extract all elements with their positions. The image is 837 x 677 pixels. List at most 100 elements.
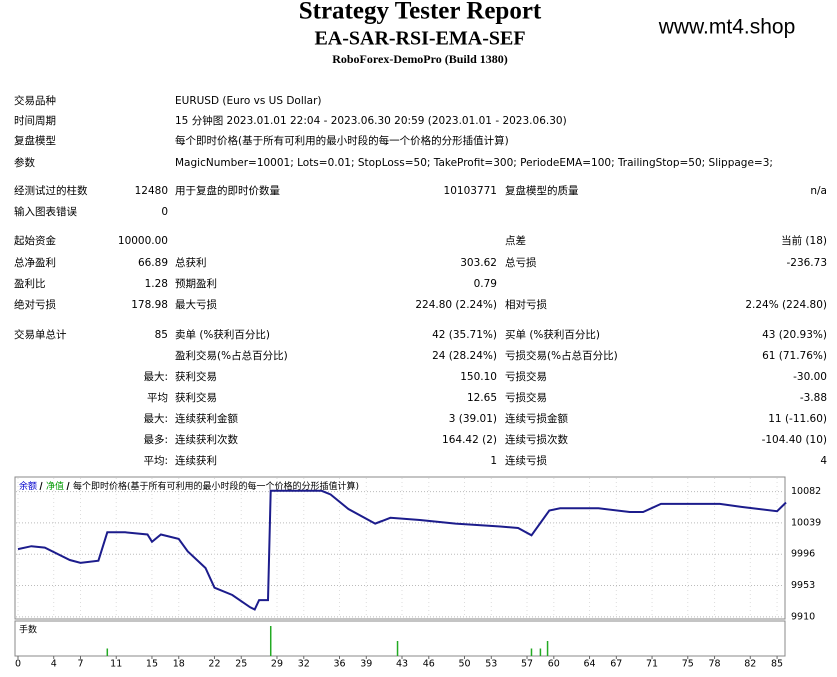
info-value: 每个即时价格(基于所有可利用的最小时段的每一个价格的分形插值计算): [175, 134, 509, 147]
stat-label: 卖单 (%获利百分比): [175, 328, 270, 341]
balance-line: [17, 489, 787, 611]
stat-label: 点差: [505, 234, 526, 247]
chart-pane: [14, 476, 786, 620]
x-tick-label: 11: [110, 659, 122, 670]
stat-value: 当前 (18): [781, 234, 827, 247]
stat-label: 起始资金: [14, 234, 56, 247]
x-tick-label: 82: [744, 659, 756, 670]
stat-label: 相对亏损: [505, 298, 547, 311]
x-tick-label: 22: [208, 659, 220, 670]
y-tick-label: 9953: [791, 580, 815, 591]
stat-value: 10000.00: [118, 235, 168, 247]
lots-pane: [14, 620, 786, 657]
stat-value: 224.80 (2.24%): [415, 299, 497, 311]
stat-label: 盈利交易(%占总百分比): [175, 349, 288, 362]
x-tick-label: 15: [146, 659, 158, 670]
x-tick-label: 53: [485, 659, 497, 670]
info-value: EURUSD (Euro vs US Dollar): [175, 95, 322, 107]
stat-value: 最大:: [143, 412, 168, 425]
x-tick-label: 64: [583, 659, 595, 670]
stat-value: -3.88: [800, 392, 827, 404]
stat-label: 盈利比: [14, 277, 46, 290]
stat-label: 复盘模型的质量: [505, 184, 579, 197]
x-tick-label: 46: [423, 659, 435, 670]
stat-value: 66.89: [138, 257, 168, 269]
stat-label: 连续获利: [175, 454, 217, 467]
stat-value: 0.79: [474, 278, 497, 290]
stat-value: 164.42 (2): [442, 434, 497, 446]
x-tick-label: 85: [771, 659, 783, 670]
stat-value: 178.98: [131, 299, 168, 311]
x-tick-label: 43: [396, 659, 408, 670]
stat-value: 11 (-11.60): [768, 413, 827, 425]
info-value: MagicNumber=10001; Lots=0.01; StopLoss=5…: [175, 157, 773, 169]
stat-label: 连续亏损金额: [505, 412, 568, 425]
stat-label: 输入图表错误: [14, 205, 77, 218]
x-tick-label: 39: [360, 659, 372, 670]
info-label: 参数: [14, 156, 35, 169]
stat-value: 43 (20.93%): [762, 329, 827, 341]
legend-item: 每个即时价格(基于所有可利用的最小时段的每一个价格的分形插值计算): [73, 480, 359, 492]
x-tick-label: 50: [458, 659, 470, 670]
stat-value: 1.28: [145, 278, 168, 290]
x-tick-label: 25: [235, 659, 247, 670]
legend-item: 净值: [46, 480, 64, 492]
x-tick-label: 75: [682, 659, 694, 670]
x-tick-label: 7: [77, 659, 83, 670]
stat-value: 最多:: [143, 433, 168, 446]
stat-label: 亏损交易: [505, 370, 547, 383]
stat-label: 绝对亏损: [14, 298, 56, 311]
y-tick-label: 9996: [791, 549, 815, 560]
stat-value: 平均: [147, 392, 168, 404]
stat-value: 平均:: [143, 455, 168, 467]
y-tick-label: 10039: [791, 517, 821, 528]
stat-value: 1: [490, 455, 497, 467]
legend-separator: [39, 481, 43, 491]
stat-label: 交易单总计: [14, 328, 67, 341]
x-tick-label: 36: [333, 659, 345, 670]
stat-label: 连续亏损次数: [505, 433, 568, 446]
info-value: 15 分钟图 2023.01.01 22:04 - 2023.06.30 20:…: [175, 114, 567, 127]
stat-label: 总获利: [175, 256, 207, 269]
legend-item: 余额: [19, 480, 37, 492]
stat-value: 150.10: [460, 371, 497, 383]
stat-label: 买单 (%获利百分比): [505, 328, 600, 341]
stat-label: 获利交易: [175, 370, 217, 383]
lots-label: 手数: [19, 624, 37, 636]
x-tick-label: 0: [15, 659, 21, 670]
stat-label: 连续亏损: [505, 454, 547, 467]
x-tick-label: 60: [548, 659, 560, 670]
stat-label: 总净盈利: [14, 256, 56, 269]
stat-value: -236.73: [786, 257, 827, 269]
stat-value: -104.40 (10): [762, 434, 827, 446]
x-tick-label: 32: [298, 659, 310, 670]
server: RoboForex-DemoPro (Build 1380): [332, 52, 508, 66]
x-tick-label: 4: [51, 659, 57, 670]
report-title: Strategy Tester Report: [299, 0, 542, 25]
stat-value: 4: [820, 455, 827, 467]
stat-value: 3 (39.01): [449, 413, 497, 425]
stat-label: 用于复盘的即时价数量: [175, 184, 280, 197]
stat-label: 总亏损: [505, 256, 537, 269]
stat-label: 连续获利金额: [175, 412, 238, 425]
stat-value: 最大:: [143, 370, 168, 383]
legend-separator: [66, 481, 70, 491]
info-label: 复盘模型: [14, 134, 56, 147]
stat-label: 亏损交易(%占总百分比): [505, 349, 618, 362]
stat-label: 亏损交易: [505, 391, 547, 404]
stat-value: 12.65: [467, 392, 497, 404]
watermark: www.mt4.shop: [658, 16, 796, 39]
stat-value: 0: [161, 206, 168, 218]
x-tick-label: 57: [521, 659, 533, 670]
info-label: 交易品种: [14, 94, 56, 107]
stat-value: 85: [155, 329, 168, 341]
stat-value: -30.00: [793, 371, 827, 383]
x-tick-label: 29: [271, 659, 283, 670]
stat-value: 2.24% (224.80): [745, 299, 827, 311]
x-tick-label: 67: [610, 659, 622, 670]
x-tick-label: 78: [709, 659, 721, 670]
stat-value: 42 (35.71%): [432, 329, 497, 341]
x-tick-label: 71: [646, 659, 658, 670]
stat-label: 连续获利次数: [175, 433, 238, 446]
